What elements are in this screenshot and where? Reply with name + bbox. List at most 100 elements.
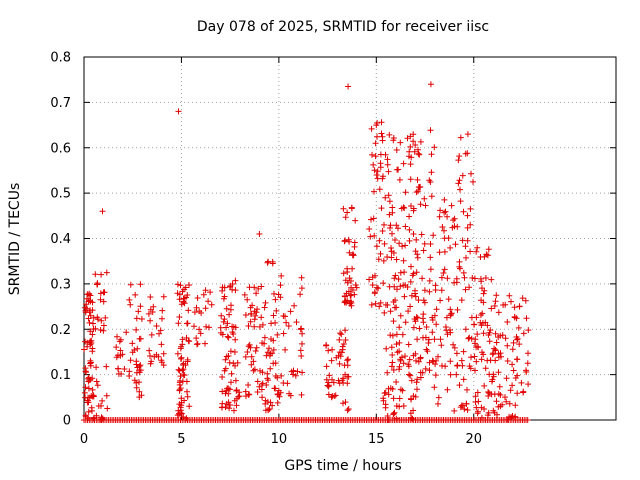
data-point xyxy=(371,232,378,239)
data-point xyxy=(245,391,252,398)
data-point xyxy=(370,215,377,222)
data-point xyxy=(400,160,407,167)
data-point xyxy=(147,306,154,313)
data-point xyxy=(251,323,258,330)
data-point xyxy=(231,349,238,355)
data-point xyxy=(98,416,105,423)
data-point xyxy=(467,205,474,212)
data-point xyxy=(405,308,412,315)
data-point xyxy=(328,394,335,401)
data-point xyxy=(459,172,466,179)
data-point xyxy=(413,269,420,276)
data-point xyxy=(431,384,438,391)
data-point xyxy=(523,315,530,322)
data-point xyxy=(504,342,511,349)
data-point xyxy=(342,371,349,378)
data-point xyxy=(184,356,191,363)
data-point xyxy=(245,323,252,329)
data-point xyxy=(447,358,454,365)
data-point xyxy=(233,387,240,394)
data-point xyxy=(478,356,485,363)
data-point xyxy=(371,289,378,296)
data-point xyxy=(389,209,396,216)
data-point xyxy=(379,133,386,140)
data-point xyxy=(341,362,348,369)
data-point xyxy=(349,265,356,272)
data-point xyxy=(223,401,230,407)
data-point xyxy=(230,360,237,367)
data-point xyxy=(523,369,530,375)
data-point xyxy=(147,353,153,359)
data-point xyxy=(131,377,138,384)
grid-lines xyxy=(84,57,616,420)
x-tick-label: 5 xyxy=(177,432,185,447)
data-point xyxy=(177,355,184,362)
data-point xyxy=(85,385,92,392)
data-point xyxy=(97,296,104,303)
data-point xyxy=(184,393,191,400)
data-point xyxy=(368,216,374,223)
data-point xyxy=(342,214,349,221)
data-point xyxy=(127,301,134,308)
data-point xyxy=(104,405,111,412)
data-point xyxy=(288,368,295,375)
data-point xyxy=(89,307,96,314)
data-point xyxy=(396,176,403,183)
data-point xyxy=(418,231,425,238)
data-point xyxy=(397,139,404,146)
data-point-outlier xyxy=(464,131,471,138)
data-point xyxy=(498,353,504,360)
data-point xyxy=(292,372,299,379)
data-point xyxy=(252,348,259,354)
data-point xyxy=(398,205,405,212)
data-point xyxy=(473,314,480,321)
data-point xyxy=(389,352,396,358)
data-point xyxy=(340,205,347,212)
data-point xyxy=(396,324,403,331)
data-point xyxy=(83,301,90,308)
data-point xyxy=(271,290,277,297)
data-point xyxy=(431,336,438,343)
data-point xyxy=(86,297,92,304)
data-point xyxy=(411,316,418,322)
data-point xyxy=(337,330,344,337)
data-point xyxy=(387,222,394,229)
data-point xyxy=(420,247,427,254)
data-point xyxy=(88,404,95,411)
data-point xyxy=(525,327,532,334)
data-point xyxy=(388,344,395,351)
data-point xyxy=(468,170,474,177)
data-point xyxy=(400,403,407,409)
data-point xyxy=(457,186,463,193)
data-point xyxy=(410,231,417,237)
data-point xyxy=(452,241,459,248)
data-point xyxy=(432,372,439,379)
data-point xyxy=(225,353,232,359)
y-tick-label: 0.7 xyxy=(50,96,71,111)
data-point xyxy=(219,388,226,395)
data-point xyxy=(382,194,389,201)
data-point xyxy=(375,285,382,292)
data-point xyxy=(453,279,460,286)
data-point xyxy=(298,285,305,292)
data-point xyxy=(345,356,351,363)
data-point xyxy=(456,382,463,389)
data-point xyxy=(328,357,335,364)
data-point xyxy=(263,352,270,359)
data-point xyxy=(492,347,499,354)
data-point xyxy=(325,391,332,398)
data-point xyxy=(220,318,227,325)
data-point xyxy=(176,296,183,303)
data-point xyxy=(433,306,440,313)
data-point xyxy=(183,334,190,341)
data-point xyxy=(263,382,270,388)
data-point xyxy=(450,217,457,224)
data-point xyxy=(414,176,421,183)
data-point xyxy=(393,403,400,409)
data-point xyxy=(350,251,356,258)
data-point xyxy=(245,382,252,388)
data-point xyxy=(393,256,400,263)
data-point xyxy=(180,371,187,378)
data-point xyxy=(456,177,463,184)
data-point xyxy=(206,324,212,331)
